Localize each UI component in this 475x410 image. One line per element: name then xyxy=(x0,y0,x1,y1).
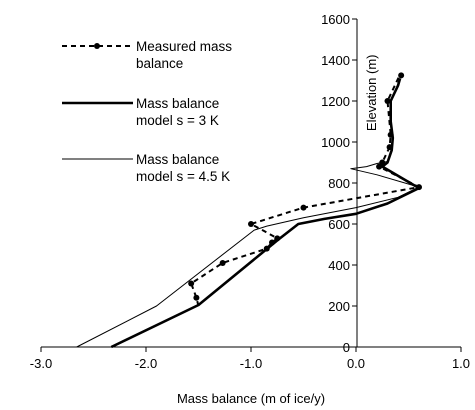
y-tick-label: 1600 xyxy=(321,12,350,27)
series-line-2 xyxy=(110,78,421,349)
x-tick-label: 0.0 xyxy=(347,356,365,371)
data-point xyxy=(219,259,226,266)
legend-marker xyxy=(94,43,100,49)
y-tick-label: 0 xyxy=(343,340,350,355)
series-line-3 xyxy=(76,161,420,348)
x-tick-label: -2.0 xyxy=(135,356,157,371)
data-point xyxy=(398,72,405,79)
legend-label-2: Mass balance model s = 3 K xyxy=(136,96,219,128)
x-tick-label: -3.0 xyxy=(30,356,52,371)
series-line-1 xyxy=(190,73,420,307)
x-axis-title: Mass balance (m of ice/y) xyxy=(177,391,325,406)
y-tick-label: 800 xyxy=(328,176,350,191)
data-point xyxy=(248,221,254,227)
y-tick-label: 1200 xyxy=(321,94,350,109)
data-point xyxy=(376,163,383,170)
axes: -3.0 -2.0 -1.0 0.0 1.0 0 200 400 600 800 1000 1200 1… xyxy=(30,12,470,371)
data-point xyxy=(384,98,391,104)
y-tick-label: 400 xyxy=(328,258,350,273)
legend-label-3: Mass balance model s = 4.5 K xyxy=(136,152,230,184)
series-layer xyxy=(76,72,422,349)
y-tick-label: 1400 xyxy=(321,53,350,68)
data-point xyxy=(193,294,200,301)
y-tick-label: 1000 xyxy=(321,135,350,150)
data-point xyxy=(300,204,307,211)
x-tick-label: 1.0 xyxy=(452,356,470,371)
legend-label-1: Measured mass balance xyxy=(136,39,232,71)
y-tick-label: 600 xyxy=(328,217,350,232)
data-point xyxy=(188,280,195,287)
x-tick-label: -1.0 xyxy=(240,356,262,371)
legend: Measured mass balance Mass balance model s … xyxy=(62,39,232,184)
y-tick-label: 200 xyxy=(328,299,350,314)
y-axis-title: Elevation (m) xyxy=(364,55,379,132)
